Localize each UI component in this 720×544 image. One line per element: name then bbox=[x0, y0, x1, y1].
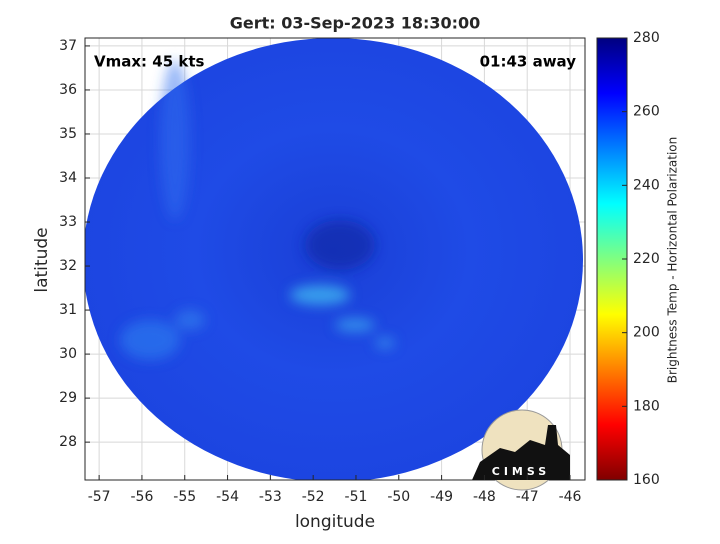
y-tick-label: 37 bbox=[59, 38, 77, 54]
y-tick-label: 31 bbox=[59, 302, 77, 318]
x-tick-label: -57 bbox=[88, 489, 111, 505]
colorbar-tick-label: 200 bbox=[633, 325, 660, 341]
y-tick-label: 29 bbox=[59, 390, 77, 406]
x-tick-label: -54 bbox=[216, 489, 239, 505]
colorbar-tick-label: 180 bbox=[633, 398, 660, 414]
y-axis-label: latitude bbox=[32, 227, 52, 292]
x-tick-label: -51 bbox=[345, 489, 368, 505]
x-tick-label: -46 bbox=[559, 489, 582, 505]
colorbar-tick-label: 260 bbox=[633, 104, 660, 120]
x-tick-label: -49 bbox=[430, 489, 453, 505]
colorbar-tick-label: 160 bbox=[633, 472, 660, 488]
colorbar-tick-label: 280 bbox=[633, 30, 660, 46]
y-tick-label: 32 bbox=[59, 258, 77, 274]
colorbar-tick-label: 240 bbox=[633, 177, 660, 193]
y-tick-label: 28 bbox=[59, 434, 77, 450]
swath bbox=[85, 38, 583, 480]
y-tick-label: 34 bbox=[59, 170, 77, 186]
logo: CIMSS bbox=[472, 409, 570, 491]
x-tick-label: -53 bbox=[259, 489, 282, 505]
y-tick-label: 33 bbox=[59, 214, 77, 230]
x-tick-label: -52 bbox=[302, 489, 325, 505]
x-tick-label: -50 bbox=[387, 489, 410, 505]
annotation: 01:43 away bbox=[480, 53, 577, 71]
x-tick-label: -47 bbox=[516, 489, 539, 505]
y-tick-label: 35 bbox=[59, 126, 77, 142]
plot-frame bbox=[84, 37, 586, 481]
y-tick-label: 36 bbox=[59, 82, 77, 98]
x-axis-label: longitude bbox=[295, 512, 375, 532]
annotation: Vmax: 45 kts bbox=[94, 53, 204, 71]
colorbar-label: Brightness Temp - Horizontal Polarizatio… bbox=[666, 137, 680, 384]
title: Gert: 03-Sep-2023 18:30:00 bbox=[230, 14, 481, 33]
x-tick-label: -55 bbox=[173, 489, 196, 505]
colorbar-tick-label: 220 bbox=[633, 251, 660, 267]
x-tick-label: -48 bbox=[473, 489, 496, 505]
y-tick-label: 30 bbox=[59, 346, 77, 362]
x-tick-label: -56 bbox=[130, 489, 153, 505]
logo-text: CIMSS bbox=[492, 465, 550, 478]
